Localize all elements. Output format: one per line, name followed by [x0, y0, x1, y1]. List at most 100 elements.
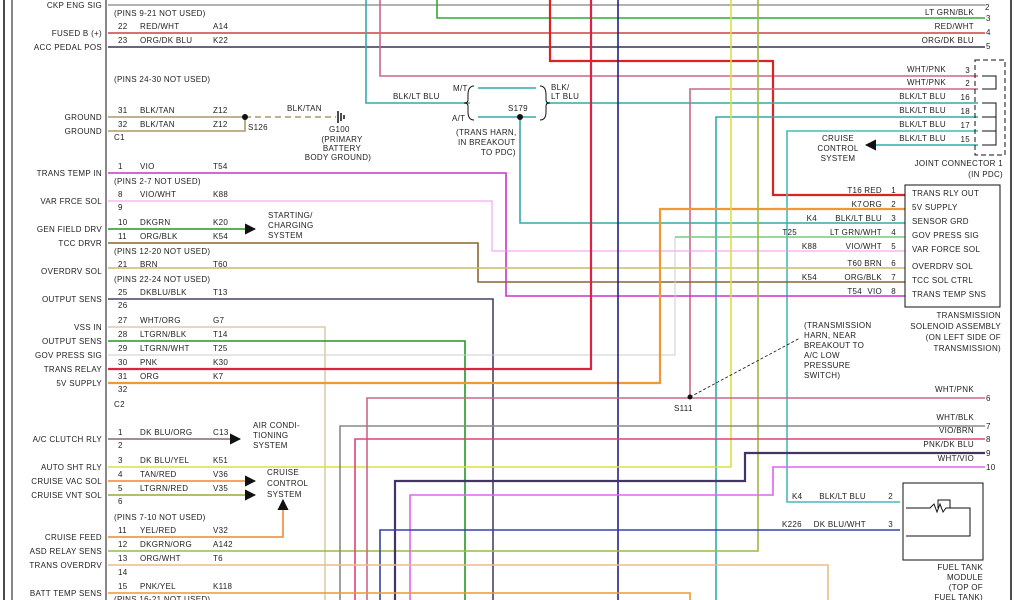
wire-color-label: ORG/BLK	[844, 273, 882, 282]
pin-number: 31	[118, 106, 128, 115]
solenoid-assembly-title: TRANSMISSION)	[934, 344, 1001, 353]
circuit-id: K7	[852, 200, 863, 209]
circuit-id: A142	[213, 540, 233, 549]
wire-k88-vio-wht	[108, 200, 905, 252]
wire-color-label: BLK/LT BLU	[899, 120, 946, 129]
pin-number: 6	[986, 394, 991, 403]
pin-number: 5	[986, 42, 991, 51]
circuit-id: G7	[213, 316, 225, 325]
pin-function-label: TRANS RELAY	[44, 365, 103, 374]
s111-note: PRESSURE	[804, 361, 850, 370]
wire-color-label: BLK/LT BLU	[899, 92, 946, 101]
s111-label: S111	[674, 404, 693, 413]
wire-t25-left	[108, 237, 676, 356]
cruise-control-label: CONTROL	[817, 144, 858, 153]
wire-color-label: PNK	[140, 358, 158, 367]
wire-color-label: LT GRN/BLK	[925, 8, 974, 17]
fuel-tank-title: FUEL TANK	[937, 563, 983, 572]
cruise-control-label: SYSTEM	[821, 154, 856, 163]
pin-number: 2	[891, 200, 896, 209]
wire-color-label: ORG	[140, 372, 159, 381]
pin-number: 2	[888, 492, 893, 501]
wire-color-label: DK BLU/YEL	[140, 456, 189, 465]
solenoid-function-label: VAR FORCE SOL	[912, 245, 980, 254]
wire-color-label: LT GRN/WHT	[830, 228, 882, 237]
pin-function-label: GOV PRESS SIG	[35, 351, 102, 360]
circuit-id: Z12	[213, 120, 228, 129]
pin-number: 12	[118, 540, 128, 549]
pin-function-label: FUSED B (+)	[52, 29, 102, 38]
wire-color-label: YEL/RED	[140, 526, 176, 535]
joint-connector-title: (IN PDC)	[968, 170, 1003, 179]
pin-number: 22	[118, 22, 128, 31]
air-conditioning-label: TIONING	[253, 431, 288, 440]
wire-v32	[108, 498, 289, 538]
wire-lt-grn-blk	[436, 0, 985, 19]
fuel-tank-title: FUEL TANK)	[934, 593, 983, 600]
fuel-tank-title: (TOP OF	[949, 583, 983, 592]
wire-color-label: WHT/PNK	[935, 385, 974, 394]
wire-color-label: VIO	[140, 162, 155, 171]
pin-number: 8	[118, 190, 123, 199]
solenoid-assembly-title: (ON LEFT SIDE OF	[926, 333, 1001, 342]
pin-number: 10	[118, 218, 128, 227]
wire-wht-pnk-6	[366, 397, 985, 600]
right-labels: LT GRN/BLK 3 RED/WHT 4 ORG/DK BLU 5 WHT/PNK 3 WH…	[782, 8, 1003, 600]
pins-not-used-note: (PINS 22-24 NOT USED)	[114, 275, 210, 284]
pin-number: 11	[118, 232, 127, 241]
pins-not-used-note: (PINS 2-7 NOT USED)	[114, 177, 201, 186]
wire-color-label: LTGRN/WHT	[140, 344, 190, 353]
circuit-id: V35	[213, 484, 228, 493]
circuit-id: K4	[792, 492, 803, 501]
wire-color-label: BLK/TAN	[140, 120, 175, 129]
wire-wht-pnk-2	[689, 88, 978, 397]
ground-wire-label: BLK/TAN	[287, 104, 322, 113]
wire-color-label: DK BLU/WHT	[814, 520, 866, 529]
solenoid-function-label: TCC SOL CTRL	[912, 276, 973, 285]
pin-function-label: GROUND	[65, 127, 102, 136]
pin-number: 6	[118, 497, 123, 506]
s179-left-wire: BLK/LT BLU	[393, 92, 440, 101]
wire-color-label: DKBLU/BLK	[140, 288, 187, 297]
cruise-control-label: SYSTEM	[267, 490, 302, 499]
wire-color-label: LTGRN/BLK	[140, 330, 187, 339]
circuit-id: T25	[782, 228, 797, 237]
ground-icon	[337, 111, 345, 123]
pin-number: 3	[118, 456, 123, 465]
pin-number: 1	[118, 428, 123, 437]
ground-id-label: G100	[329, 125, 350, 134]
pin-function-label: OVERDRV SOL	[41, 267, 102, 276]
pin-number: 2	[118, 441, 123, 450]
s179-note: TO PDC)	[481, 148, 516, 157]
solenoid-function-label: OVERDRV SOL	[912, 262, 973, 271]
pins-not-used-note: (PINS 12-20 NOT USED)	[114, 247, 210, 256]
pin-function-label: VAR FRCE SOL	[40, 197, 102, 206]
wire-color-label: RED/WHT	[935, 22, 974, 31]
pin-function-label: A/C CLUTCH RLY	[33, 435, 103, 444]
brace-right-icon	[539, 85, 551, 121]
circuit-id: V32	[213, 526, 228, 535]
s179-right-wire: BLK/	[551, 83, 570, 92]
solenoid-assembly-box	[904, 184, 1001, 308]
circuit-id: K22	[213, 36, 228, 45]
wire-t6	[108, 564, 829, 600]
wire-wht-blk-7	[339, 425, 985, 600]
s111-leader-line	[689, 337, 801, 398]
pin-function-label: BATT TEMP SENS	[30, 589, 102, 598]
pin-number: 13	[118, 554, 128, 563]
wire-color-label: DKGRN/ORG	[140, 540, 192, 549]
pin-function-label: TCC DRVR	[58, 239, 102, 248]
solenoid-function-label: TRANS TEMP SNS	[912, 290, 986, 299]
left-connector-rows: CKP ENG SIG FUSED B (+) 22 RED/WHT A14 ACC PE…	[29, 1, 233, 600]
cruise-control-label: CRUISE	[822, 134, 854, 143]
sender-icon	[937, 499, 951, 508]
solenoid-function-label: 5V SUPPLY	[912, 203, 958, 212]
ground-desc: BATTERY	[323, 144, 362, 153]
circuit-id: K51	[213, 456, 228, 465]
wire-color-label: WHT/BLK	[936, 413, 974, 422]
frame	[3, 0, 1012, 600]
wire-color-label: BLK/TAN	[140, 106, 175, 115]
pin-function-label: ASD RELAY SENS	[30, 547, 102, 556]
s111-note: SWITCH)	[804, 371, 840, 380]
pin-number: 3	[986, 14, 991, 23]
